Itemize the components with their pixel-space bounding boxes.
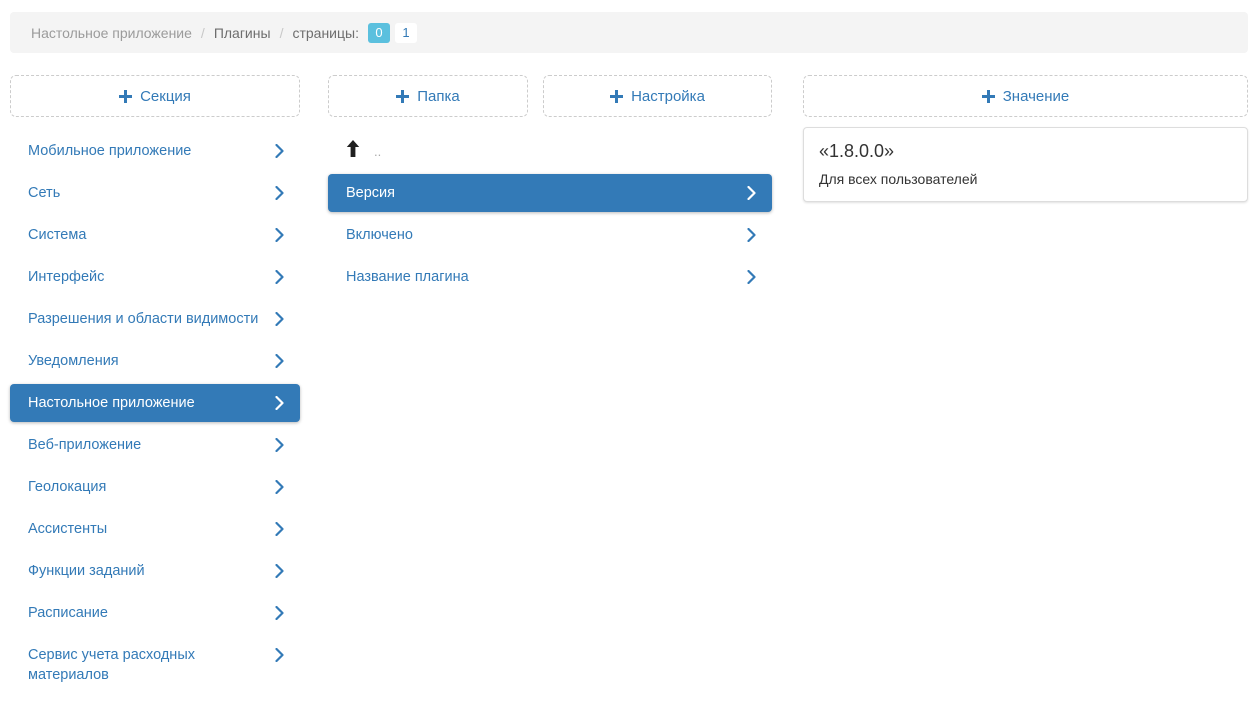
settings-list: .. Версия Включено Название плагина xyxy=(328,132,772,296)
chevron-right-icon xyxy=(747,186,756,200)
chevron-right-icon xyxy=(275,270,284,284)
plus-icon xyxy=(396,89,410,103)
sidebar-item-label: Разрешения и области видимости xyxy=(28,311,259,327)
sidebar-item-label: Мобильное приложение xyxy=(28,143,192,159)
plus-icon xyxy=(610,89,624,103)
sidebar-item-schedule[interactable]: Расписание xyxy=(10,594,300,632)
sidebar-item-label: Веб-приложение xyxy=(28,437,142,453)
setting-item-label: Включено xyxy=(346,227,413,243)
chevron-right-icon xyxy=(275,648,284,662)
breadcrumb: Настольное приложение / Плагины / страни… xyxy=(10,12,1248,53)
chevron-right-icon xyxy=(275,186,284,200)
chevron-right-icon xyxy=(747,228,756,242)
chevron-right-icon xyxy=(275,438,284,452)
sidebar-item-notifications[interactable]: Уведомления xyxy=(10,342,300,380)
add-folder-label: Папка xyxy=(417,87,460,105)
add-setting-label: Настройка xyxy=(631,87,705,105)
add-value-label: Значение xyxy=(1002,87,1070,105)
sidebar-item-web-app[interactable]: Веб-приложение xyxy=(10,426,300,464)
chevron-right-icon xyxy=(275,312,284,326)
setting-item-label: Название плагина xyxy=(346,269,469,285)
add-folder-button[interactable]: Папка xyxy=(328,75,528,117)
values-column: Значение «1.8.0.0» Для всех пользователе… xyxy=(803,75,1248,202)
breadcrumb-separator: / xyxy=(279,24,284,41)
go-up-label: .. xyxy=(374,143,382,159)
page-badge-1[interactable]: 1 xyxy=(394,22,417,43)
sidebar-item-network[interactable]: Сеть xyxy=(10,174,300,212)
chevron-right-icon xyxy=(275,144,284,158)
chevron-right-icon xyxy=(275,522,284,536)
sidebar-item-label: Интерфейс xyxy=(28,269,105,285)
chevron-right-icon xyxy=(275,480,284,494)
sidebar-item-interface[interactable]: Интерфейс xyxy=(10,258,300,296)
add-section-label: Секция xyxy=(140,87,191,105)
up-arrow-icon xyxy=(346,140,360,162)
sidebar-item-label: Геолокация xyxy=(28,479,107,495)
value-title: «1.8.0.0» xyxy=(819,141,895,161)
chevron-right-icon xyxy=(275,354,284,368)
sections-column: Секция Мобильное приложение Сеть Система… xyxy=(10,75,300,698)
add-setting-button[interactable]: Настройка xyxy=(543,75,772,117)
sections-list: Мобильное приложение Сеть Система Интерф… xyxy=(10,132,300,694)
chevron-right-icon xyxy=(275,228,284,242)
sidebar-item-task-functions[interactable]: Функции заданий xyxy=(10,552,300,590)
sidebar-item-label: Сервис учета расходных материалов xyxy=(28,647,195,683)
chevron-right-icon xyxy=(747,270,756,284)
sidebar-item-label: Уведомления xyxy=(28,353,119,369)
sidebar-item-mobile-app[interactable]: Мобильное приложение xyxy=(10,132,300,170)
add-section-button[interactable]: Секция xyxy=(10,75,300,117)
settings-toolbar: Папка Настройка xyxy=(328,75,772,117)
value-scope: Для всех пользователей xyxy=(819,171,978,187)
breadcrumb-separator: / xyxy=(200,24,205,41)
settings-column: Папка Настройка .. Версия Включено Назва… xyxy=(328,75,772,300)
sidebar-item-label: Сеть xyxy=(28,185,61,201)
plus-icon xyxy=(981,89,995,103)
sidebar-item-desktop-app[interactable]: Настольное приложение xyxy=(10,384,300,422)
sidebar-item-permissions[interactable]: Разрешения и области видимости xyxy=(10,300,300,338)
sidebar-item-consumables-service[interactable]: Сервис учета расходных материалов xyxy=(10,636,300,694)
sidebar-item-label: Ассистенты xyxy=(28,521,108,537)
chevron-right-icon xyxy=(275,396,284,410)
breadcrumb-item-plugins[interactable]: Плагины xyxy=(213,24,271,41)
add-value-button[interactable]: Значение xyxy=(803,75,1248,117)
sidebar-item-assistants[interactable]: Ассистенты xyxy=(10,510,300,548)
breadcrumb-item-desktop-app[interactable]: Настольное приложение xyxy=(31,24,192,41)
setting-item-enabled[interactable]: Включено xyxy=(328,216,772,254)
plus-icon xyxy=(119,89,133,103)
setting-item-version[interactable]: Версия xyxy=(328,174,772,212)
go-up-item[interactable]: .. xyxy=(328,132,772,170)
setting-item-plugin-name[interactable]: Название плагина xyxy=(328,258,772,296)
pages-label: страницы: xyxy=(292,24,359,41)
page-badge-0[interactable]: 0 xyxy=(367,22,390,43)
sidebar-item-label: Система xyxy=(28,227,87,243)
sidebar-item-label: Функции заданий xyxy=(28,563,145,579)
setting-item-label: Версия xyxy=(346,185,396,201)
sidebar-item-label: Расписание xyxy=(28,605,108,621)
chevron-right-icon xyxy=(275,564,284,578)
sidebar-item-system[interactable]: Система xyxy=(10,216,300,254)
chevron-right-icon xyxy=(275,606,284,620)
value-card[interactable]: «1.8.0.0» Для всех пользователей xyxy=(803,127,1248,202)
sidebar-item-label: Настольное приложение xyxy=(28,395,195,411)
sidebar-item-geolocation[interactable]: Геолокация xyxy=(10,468,300,506)
